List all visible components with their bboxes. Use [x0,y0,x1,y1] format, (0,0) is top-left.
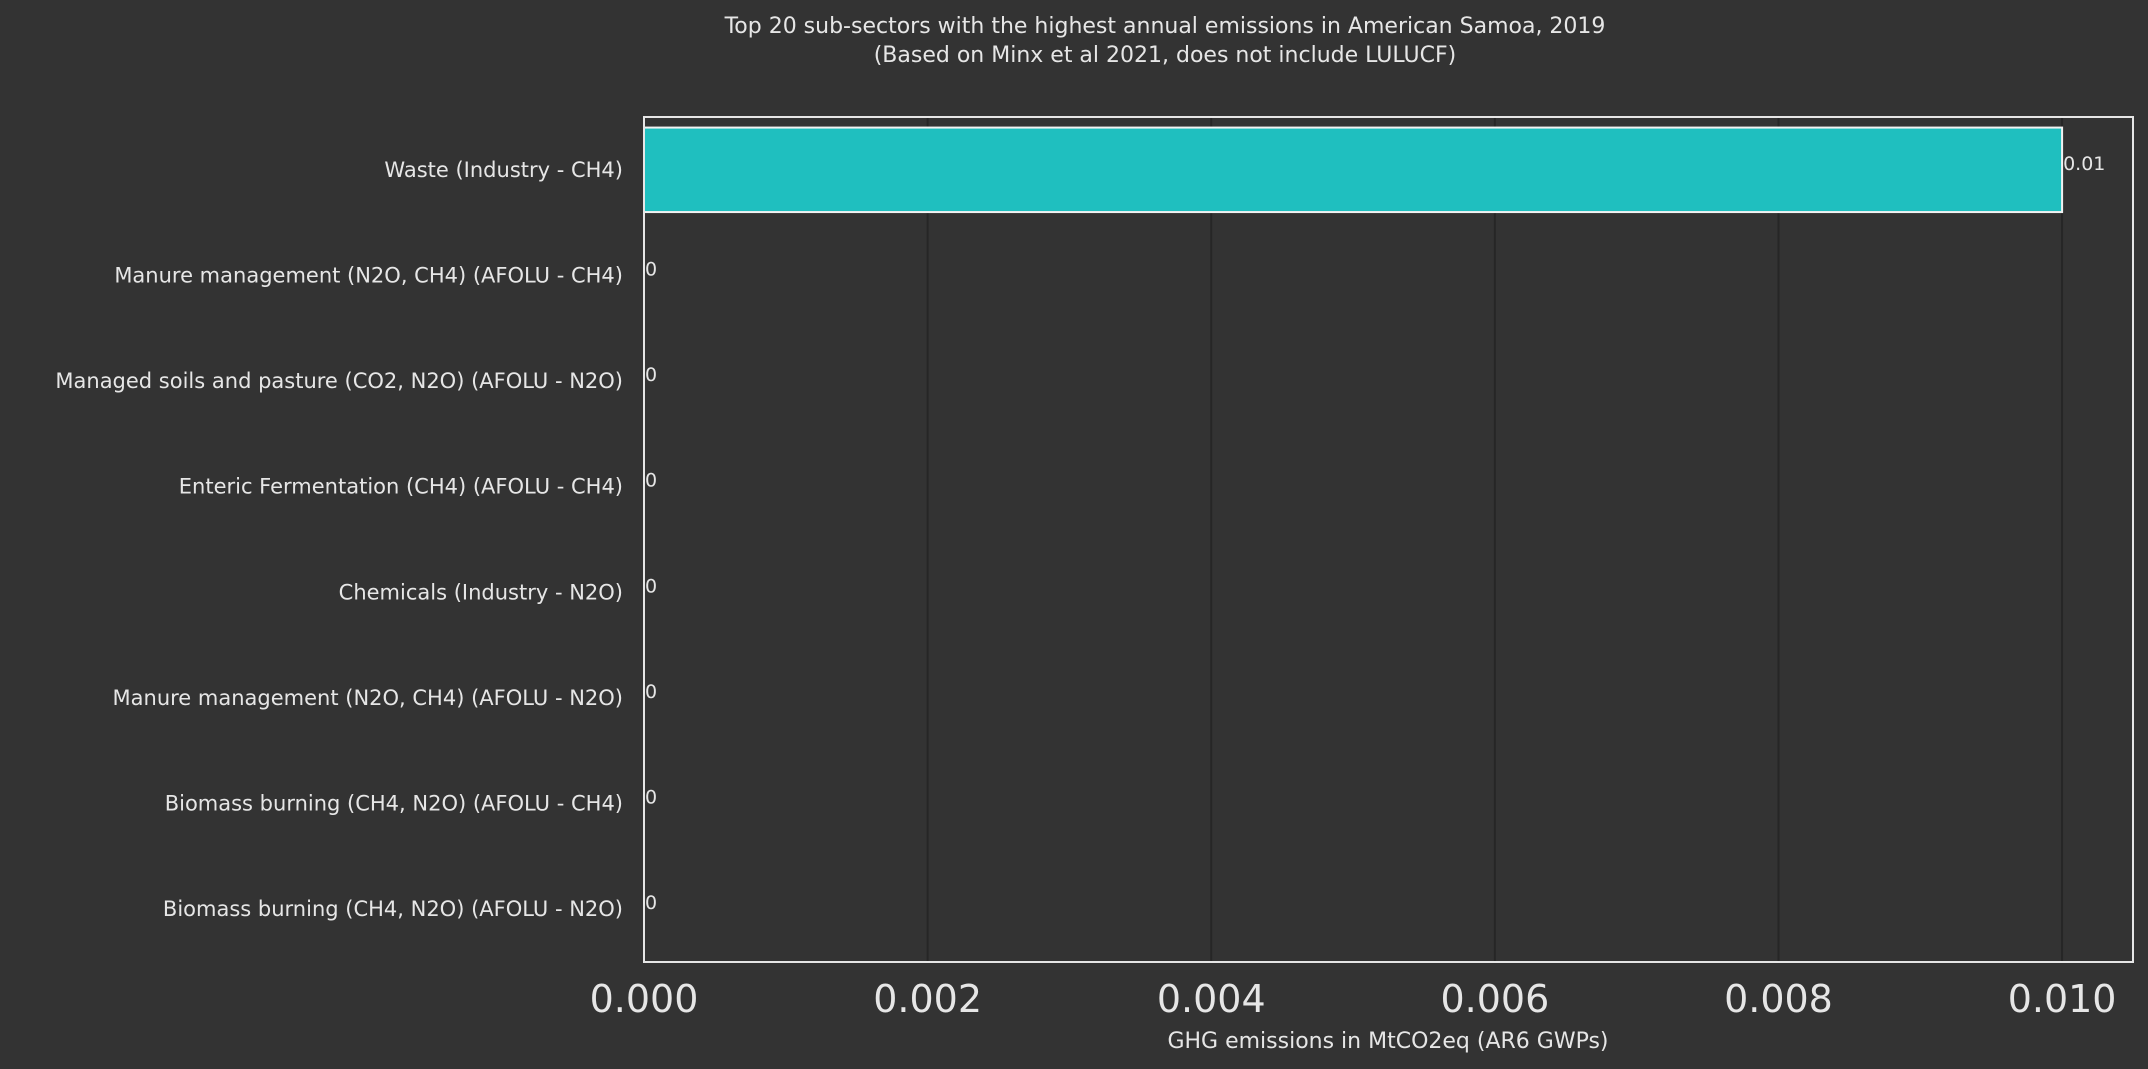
x-tick-label: 0.002 [873,977,982,1021]
value-label: 0 [645,470,657,492]
category-label: Biomass burning (CH4, N2O) (AFOLU - CH4) [165,792,623,816]
category-label: Waste (Industry - CH4) [384,158,623,182]
category-label: Enteric Fermentation (CH4) (AFOLU - CH4) [179,475,623,499]
category-label: Manure management (N2O, CH4) (AFOLU - N2… [113,686,623,710]
category-label: Biomass burning (CH4, N2O) (AFOLU - N2O) [163,897,623,921]
value-label: 0 [645,787,657,809]
x-tick-label: 0.008 [1724,977,1833,1021]
category-label: Chemicals (Industry - N2O) [339,580,623,604]
x-tick-label: 0.000 [590,977,699,1021]
value-label: 0.01 [2063,153,2105,175]
value-label: 0 [645,681,657,703]
category-label: Manure management (N2O, CH4) (AFOLU - CH… [114,263,623,287]
x-tick-label: 0.004 [1157,977,1266,1021]
plot-frame [643,116,2134,963]
value-label: 0 [645,892,657,914]
x-tick-label: 0.006 [1440,977,1549,1021]
bar [643,126,2064,214]
chart-subtitle: (Based on Minx et al 2021, does not incl… [874,43,1457,68]
category-label: Managed soils and pasture (CO2, N2O) (AF… [55,369,623,393]
x-tick-labels: 0.000 0.002 0.004 0.006 0.008 0.010 [590,977,2117,1021]
x-axis-title: GHG emissions in MtCO2eq (AR6 GWPs) [1167,1029,1608,1054]
x-tick-label: 0.010 [2008,977,2117,1021]
value-labels: 0.01 0 0 0 0 0 0 0 [645,153,2105,914]
value-label: 0 [645,364,657,386]
chart-title: Top 20 sub-sectors with the highest annu… [724,14,1606,39]
grid-lines [926,117,2064,962]
value-label: 0 [645,258,657,280]
value-label: 0 [645,575,657,597]
category-labels: Waste (Industry - CH4) Manure management … [55,158,623,921]
bars [643,126,2064,214]
